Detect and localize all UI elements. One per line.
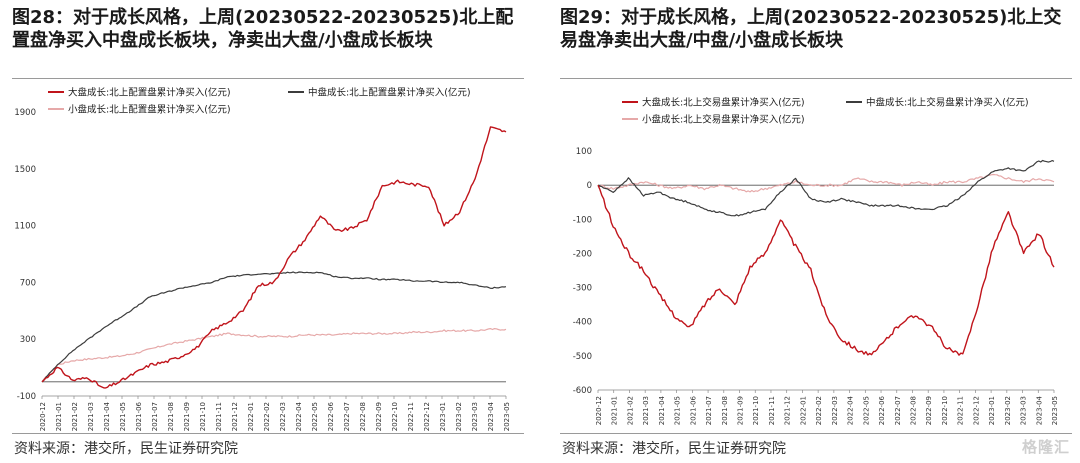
- x-tick-label: 2023-05: [1051, 396, 1059, 425]
- x-tick-label: 2022-06: [878, 395, 886, 425]
- y-tick-label: -100: [573, 215, 592, 225]
- x-tick-label: 2022-07: [894, 396, 902, 425]
- y-tick-label: -200: [573, 249, 592, 259]
- x-tick-label: 2023-03: [471, 402, 479, 431]
- y-tick-label: 700: [20, 278, 36, 288]
- series-line-large: [41, 126, 507, 389]
- series-line-mid: [597, 159, 1055, 217]
- legend-label-large: 大盘成长:北上配置盘累计净买入(亿元): [68, 87, 231, 99]
- x-tick-label: 2022-09: [375, 402, 383, 431]
- y-tick-label: 0: [587, 181, 592, 191]
- source-divider: [560, 433, 1072, 434]
- title-divider: [560, 78, 1072, 79]
- x-tick-label: 2022-01: [247, 402, 255, 431]
- x-tick-label: 2023-01: [439, 402, 447, 431]
- x-tick-label: 2022-05: [311, 402, 319, 431]
- figure-28-source: 资料来源：港交所，民生证券研究院: [14, 441, 238, 457]
- x-tick-label: 2021-10: [199, 402, 207, 431]
- y-tick-label: -100: [17, 392, 36, 402]
- x-tick-label: 2022-07: [343, 402, 351, 431]
- x-tick-label: 2023-04: [1035, 395, 1043, 425]
- x-tick-label: 2021-05: [674, 396, 682, 425]
- y-tick-label: -500: [573, 352, 592, 362]
- figure-29-chart: -600 -500 -400 -300 -200 -100 0 100 2020-12 2021-…: [573, 97, 1059, 426]
- legend-label-small: 小盘成长:北上配置盘累计净买入(亿元): [68, 104, 231, 116]
- x-tick-label: 2021-11: [768, 396, 776, 425]
- x-tick-label: 2022-08: [359, 402, 367, 431]
- x-tick-label: 2022-08: [909, 396, 917, 425]
- x-tick-label: 2021-11: [215, 402, 223, 431]
- figure-29-panel: 图29：对于成长风格，上周(20230522-20230525)北上交易盘净卖出…: [548, 0, 1080, 463]
- x-tick-label: 2021-01: [55, 402, 63, 431]
- x-tick-label: 2021-06: [135, 401, 143, 431]
- x-tick-label: 2022-10: [941, 396, 949, 425]
- figure-28-chart: -100 300 700 1100 1500 1900 2020-12 2021-01 2021…: [14, 87, 511, 432]
- x-tick-label: 2023-03: [1020, 396, 1028, 425]
- x-tick-label: 2021-02: [626, 396, 634, 425]
- x-tick-label: 2022-03: [279, 402, 287, 431]
- x-tick-label: 2021-10: [752, 396, 760, 425]
- series-line-small: [41, 328, 507, 383]
- figure-28-title: 图28：对于成长风格，上周(20230522-20230525)北上配置盘净买入…: [12, 7, 514, 51]
- x-tick-label: 2021-12: [231, 402, 239, 431]
- figure-29-title: 图29：对于成长风格，上周(20230522-20230525)北上交易盘净卖出…: [560, 7, 1062, 51]
- x-tick-label: 2021-08: [721, 396, 729, 425]
- x-tick-label: 2021-09: [737, 396, 745, 425]
- x-tick-label: 2021-06: [689, 395, 697, 425]
- x-tick-label: 2021-07: [151, 402, 159, 431]
- y-tick-label: 300: [20, 335, 36, 345]
- series-line-small: [597, 173, 1055, 193]
- y-tick-label: 1500: [14, 165, 36, 175]
- x-tick-label: 2022-10: [391, 402, 399, 431]
- x-tick-label: 2022-11: [957, 396, 965, 425]
- x-tick-label: 2022-12: [972, 396, 980, 425]
- x-tick-label: 2022-11: [407, 402, 415, 431]
- x-tick-label: 2021-12: [784, 396, 792, 425]
- x-tick-label: 2020-12: [39, 402, 47, 431]
- x-tick-label: 2021-08: [167, 402, 175, 431]
- title-divider: [12, 78, 524, 79]
- y-tick-label: 100: [576, 147, 592, 157]
- x-tick-label: 2020-12: [595, 396, 603, 425]
- x-tick-label: 2022-02: [263, 402, 271, 431]
- x-tick-label: 2022-09: [925, 396, 933, 425]
- x-tick-label: 2021-03: [87, 402, 95, 431]
- x-tick-label: 2023-05: [503, 402, 511, 431]
- legend-label-mid: 中盘成长:北上配置盘累计净买入(亿元): [308, 87, 471, 99]
- y-tick-label: -300: [573, 284, 592, 294]
- x-tick-label: 2022-03: [831, 396, 839, 425]
- x-tick-label: 2022-04: [295, 401, 303, 431]
- y-tick-label: 1900: [14, 108, 36, 118]
- x-tick-label: 2021-04: [658, 395, 666, 425]
- x-tick-label: 2022-04: [847, 395, 855, 425]
- x-tick-label: 2021-02: [71, 402, 79, 431]
- x-tick-label: 2023-02: [1004, 396, 1012, 425]
- y-tick-label: 1100: [14, 222, 36, 232]
- legend-label-small: 小盘成长:北上交易盘累计净买入(亿元): [642, 114, 805, 126]
- x-tick-label: 2023-02: [455, 402, 463, 431]
- x-tick-label: 2021-01: [611, 396, 619, 425]
- x-tick-label: 2021-05: [119, 402, 127, 431]
- x-tick-label: 2022-05: [862, 396, 870, 425]
- y-tick-label: -600: [573, 386, 592, 396]
- series-line-large: [597, 184, 1055, 356]
- y-tick-label: -400: [573, 318, 592, 328]
- series-line-mid: [41, 271, 507, 383]
- x-tick-label: 2022-12: [423, 402, 431, 431]
- watermark-logo: 格隆汇: [1021, 438, 1070, 456]
- x-tick-label: 2022-01: [799, 396, 807, 425]
- legend-label-large: 大盘成长:北上交易盘累计净买入(亿元): [642, 97, 805, 109]
- figure-28-panel: 图28：对于成长风格，上周(20230522-20230525)北上配置盘净买入…: [0, 0, 532, 463]
- x-tick-label: 2021-04: [103, 401, 111, 431]
- x-tick-label: 2021-03: [642, 396, 650, 425]
- x-tick-label: 2023-04: [487, 401, 495, 431]
- legend-label-mid: 中盘成长:北上交易盘累计净买入(亿元): [866, 97, 1029, 109]
- x-tick-label: 2022-02: [815, 396, 823, 425]
- x-tick-label: 2022-06: [327, 401, 335, 431]
- x-tick-label: 2023-01: [988, 396, 996, 425]
- figure-29-source: 资料来源：港交所，民生证券研究院: [562, 441, 786, 457]
- x-tick-label: 2021-09: [183, 402, 191, 431]
- source-divider: [12, 433, 524, 434]
- x-tick-label: 2021-07: [705, 396, 713, 425]
